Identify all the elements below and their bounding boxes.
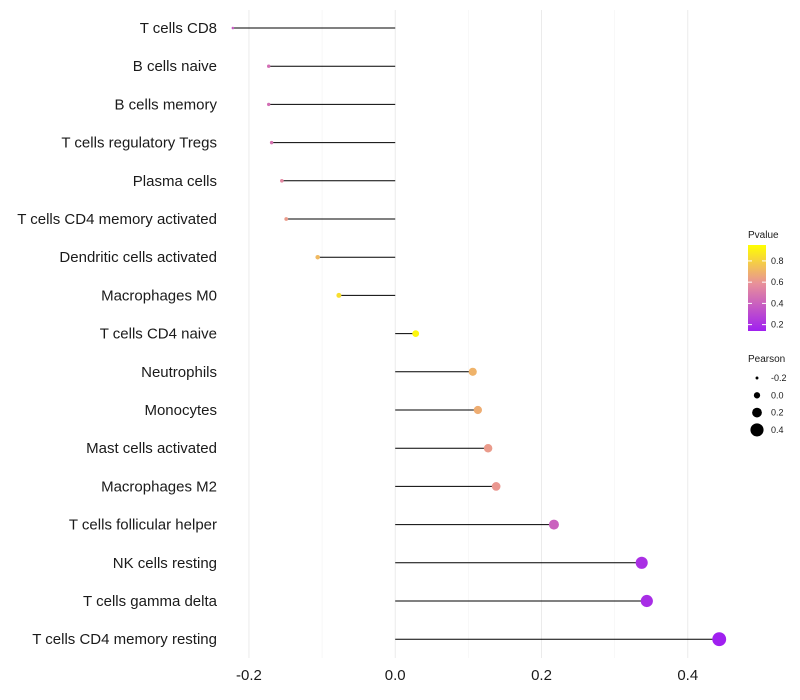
category-label: B cells naive bbox=[133, 58, 217, 75]
category-label: Plasma cells bbox=[133, 173, 217, 190]
lollipop-point bbox=[231, 26, 235, 30]
x-axis-ticks: -0.2 0.0 0.2 0.4 bbox=[236, 667, 698, 684]
pvalue-legend-title: Pvalue bbox=[748, 230, 779, 241]
lollipop-point bbox=[635, 556, 648, 569]
category-label: T cells CD4 naive bbox=[100, 326, 217, 343]
lollipop-point bbox=[473, 405, 482, 415]
lollipop-point bbox=[640, 594, 653, 608]
pearson-key-label: 0.2 bbox=[771, 408, 784, 418]
category-label: T cells gamma delta bbox=[83, 593, 218, 610]
lollipop-point bbox=[548, 519, 559, 530]
category-label: Dendritic cells activated bbox=[59, 249, 217, 266]
pearson-key-dot bbox=[755, 376, 759, 380]
category-label: T cells follicular helper bbox=[69, 517, 217, 534]
pearson-legend-title: Pearson bbox=[748, 354, 785, 365]
pearson-key-dot bbox=[753, 392, 761, 399]
pearson-key-label: -0.2 bbox=[771, 373, 787, 383]
lollipop-point bbox=[491, 482, 501, 491]
pvalue-tick-label: 0.2 bbox=[771, 320, 784, 330]
points bbox=[231, 26, 727, 647]
y-axis-labels: T cells CD8 B cells naive B cells memory T … bbox=[17, 20, 217, 648]
pvalue-tick-label: 0.6 bbox=[771, 277, 784, 287]
lollipop-point bbox=[280, 178, 284, 183]
pearson-key-label: 0.4 bbox=[771, 425, 784, 435]
category-label: Macrophages M2 bbox=[101, 478, 217, 495]
pearson-key-label: 0.0 bbox=[771, 390, 784, 400]
pearson-key-dot bbox=[752, 407, 762, 418]
category-label: Mast cells activated bbox=[86, 440, 217, 457]
lollipop-point bbox=[315, 254, 320, 260]
category-label: Neutrophils bbox=[141, 364, 217, 381]
category-label: T cells CD4 memory activated bbox=[17, 211, 217, 228]
lollipop-point bbox=[483, 443, 493, 453]
lollipop-point bbox=[712, 632, 727, 647]
category-label: Macrophages M0 bbox=[101, 287, 217, 304]
lollipop-point bbox=[267, 64, 271, 68]
category-label: T cells CD8 bbox=[140, 20, 217, 37]
pearson-key-dot bbox=[750, 423, 764, 437]
grid bbox=[248, 10, 689, 658]
lollipop-point bbox=[267, 102, 271, 107]
lollipop-point bbox=[412, 330, 420, 338]
stems bbox=[232, 27, 720, 640]
category-label: T cells CD4 memory resting bbox=[32, 631, 217, 648]
x-tick-label: 0.4 bbox=[677, 667, 698, 684]
lollipop-point bbox=[336, 292, 342, 298]
category-label: T cells regulatory Tregs bbox=[61, 135, 217, 152]
category-label: NK cells resting bbox=[113, 555, 217, 572]
pvalue-tick-label: 0.4 bbox=[771, 298, 784, 308]
lollipop-point bbox=[468, 367, 477, 376]
lollipop-point bbox=[269, 140, 274, 145]
pvalue-colorbar bbox=[748, 245, 766, 331]
x-tick-label: 0.0 bbox=[385, 667, 406, 684]
category-label: Monocytes bbox=[144, 402, 217, 419]
pvalue-legend: Pvalue 0.2 0.4 0.6 0.8 bbox=[748, 230, 784, 331]
lollipop-point bbox=[284, 217, 289, 221]
x-tick-label: 0.2 bbox=[531, 667, 552, 684]
x-tick-label: -0.2 bbox=[236, 667, 262, 684]
category-label: B cells memory bbox=[114, 96, 217, 113]
pearson-legend: Pearson -0.2 0.0 0.2 0.4 bbox=[748, 354, 787, 437]
pvalue-tick-label: 0.8 bbox=[771, 256, 784, 266]
